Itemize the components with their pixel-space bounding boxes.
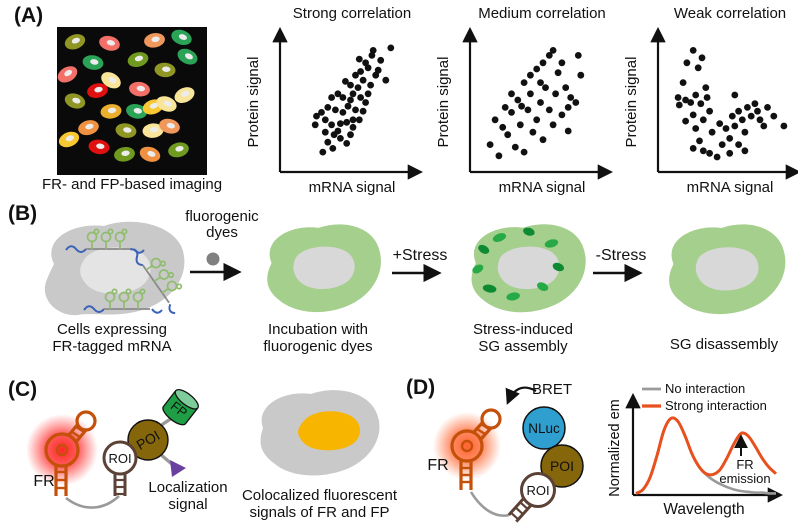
legend: No interaction Strong interaction <box>642 381 767 413</box>
fr-label: FR <box>33 473 54 490</box>
panel-b-label: (B) <box>8 202 38 225</box>
scatter-title: Weak correlation <box>674 5 786 22</box>
nucleus <box>497 246 560 290</box>
micrograph-image <box>57 27 207 175</box>
scatter-weak-correlation: Weak correlation Protein signal mRNA sig… <box>623 5 798 196</box>
y-axis-label: Protein signal <box>435 57 452 148</box>
step3-caption: Stress-induced SG assembly <box>443 321 603 355</box>
panel-a-label: (A) <box>14 4 44 27</box>
rna-linker <box>469 491 510 517</box>
y-axis-label: Protein signal <box>623 57 640 148</box>
localization-signal-triangle <box>170 460 186 477</box>
x-axis-label: mRNA signal <box>309 179 396 196</box>
panel-c-construct-diagram: FR POI ROI FP Localization signa <box>26 389 228 513</box>
bret-curved-arrow-icon <box>505 386 537 405</box>
micrograph-caption: FR- and FP-based imaging <box>41 176 223 193</box>
poi-protein: POI <box>127 416 175 467</box>
colocalized-cell <box>260 390 380 476</box>
roi-label: ROI <box>108 451 131 466</box>
arrow2 <box>392 263 442 283</box>
arrow1 <box>190 252 242 282</box>
step3-caption-line2: SG assembly <box>478 338 568 355</box>
micrograph-cells <box>57 29 198 162</box>
nucleus <box>695 247 759 291</box>
bret-label: BRET <box>532 381 572 398</box>
emission-spectrum-chart: No interaction Strong interaction Normal… <box>607 381 784 518</box>
fp-fluorescent-protein: FP <box>162 389 199 426</box>
fr-aptamer <box>450 408 502 490</box>
cell-stress-granules <box>471 224 586 313</box>
arrow3 <box>593 263 643 283</box>
step3-caption-line1: Stress-induced <box>472 321 574 338</box>
y-axis-label: Normalized em <box>607 399 623 497</box>
panel-c-caption-line2: signals of FR and FP <box>249 504 390 521</box>
roi-hairpin: ROI <box>102 440 138 496</box>
mrna-cluster <box>65 228 145 254</box>
mrna-cluster <box>130 248 183 315</box>
localization-label-line2: signal <box>168 496 207 513</box>
poi-protein: POI <box>540 444 584 488</box>
fluorogenic-dye-dot <box>206 252 220 266</box>
step1-caption-line1: Cells expressing <box>56 321 168 338</box>
cell-incubated <box>267 224 381 313</box>
rna-linker <box>65 495 120 509</box>
fr-emission-annotation: FR emission <box>719 434 771 486</box>
step1-caption: Cells expressing FR-tagged mRNA <box>32 321 192 355</box>
nucleus <box>293 246 355 290</box>
poi-label: POI <box>550 458 574 474</box>
scatter-medium-correlation: Medium correlation Protein signal mRNA s… <box>435 5 614 196</box>
step2-caption-line1: Incubation with <box>267 321 369 338</box>
cell-sg-disassembly <box>669 224 786 315</box>
arrow3-label: -Stress <box>595 247 647 264</box>
arrow2-label: +Stress <box>392 247 448 264</box>
legend-label-no-interaction: No interaction <box>665 381 745 396</box>
panel-c-caption-line1: Colocalized fluorescent <box>241 487 398 504</box>
step1-caption-line2: FR-tagged mRNA <box>52 338 172 355</box>
panel-d-bret-diagram: BRET FR NLuc POI <box>427 381 584 523</box>
panel-d-label: (D) <box>406 376 436 399</box>
fr-red-glow <box>26 414 98 486</box>
step2-caption: Incubation with fluorogenic dyes <box>238 321 398 355</box>
legend-label-strong-interaction: Strong interaction <box>665 398 767 413</box>
localization-label-line1: Localization <box>148 479 227 496</box>
stress-granules <box>472 227 565 301</box>
x-axis-label: mRNA signal <box>687 179 774 196</box>
cell-expressing-mrna <box>44 221 185 316</box>
fr-label: FR <box>427 457 448 474</box>
roi-label: ROI <box>526 483 549 498</box>
scatter-title: Strong correlation <box>293 5 411 22</box>
nluc-label: NLuc <box>528 421 560 436</box>
x-axis-label: Wavelength <box>663 501 744 518</box>
mrna-cluster <box>83 288 163 314</box>
arrow1-label-line1: fluorogenic <box>185 208 259 225</box>
colocalized-signal-blob <box>298 411 360 451</box>
roi-hairpin: ROI <box>507 472 556 523</box>
x-axis-label: mRNA signal <box>499 179 586 196</box>
fr-orange-glow <box>433 412 501 480</box>
scatter-points <box>674 47 788 161</box>
fr-emission-line1: FR <box>736 457 753 472</box>
scatter-points <box>311 44 395 156</box>
scatter-points <box>486 47 585 160</box>
scatter-strong-correlation: Strong correlation Protein signal mRNA s… <box>245 5 424 196</box>
panel-c-caption: Colocalized fluorescent signals of FR an… <box>237 487 402 521</box>
strong-interaction-curve <box>635 416 778 495</box>
fr-emission-line2: emission <box>719 471 770 486</box>
panel-c-label: (C) <box>8 378 38 401</box>
arrow1-label: fluorogenic dyes <box>178 209 266 241</box>
step2-caption-line2: fluorogenic dyes <box>263 338 373 355</box>
y-axis-label: Protein signal <box>245 57 262 148</box>
fr-aptamer <box>44 410 97 496</box>
nucleus <box>80 247 151 294</box>
arrow1-label-line2: dyes <box>206 224 238 241</box>
scatter-title: Medium correlation <box>478 5 606 22</box>
nluc-luciferase: NLuc <box>522 406 566 453</box>
step4-caption: SG disassembly <box>669 336 779 353</box>
